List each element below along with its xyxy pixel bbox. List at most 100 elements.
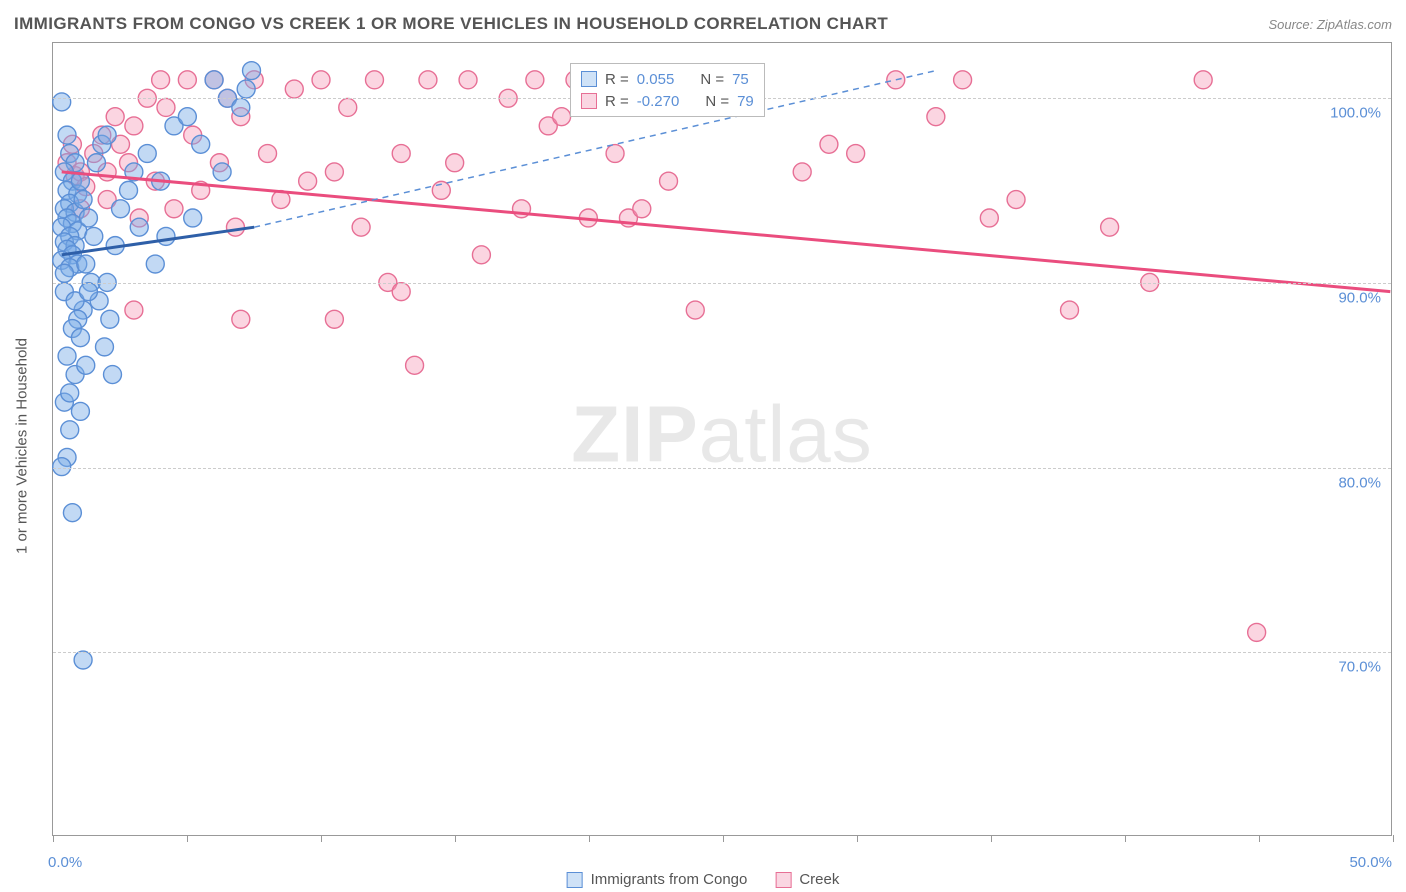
data-point — [446, 154, 464, 172]
data-point — [58, 347, 76, 365]
data-point — [98, 126, 116, 144]
data-point — [339, 98, 357, 116]
x-tick — [53, 835, 54, 842]
data-point — [165, 200, 183, 218]
data-point — [1248, 623, 1266, 641]
x-tick — [455, 835, 456, 842]
data-point — [633, 200, 651, 218]
data-point — [138, 145, 156, 163]
x-axis-max-label: 50.0% — [1349, 854, 1392, 871]
data-point — [459, 71, 477, 89]
y-tick-label: 70.0% — [1338, 659, 1381, 676]
x-tick — [991, 835, 992, 842]
y-tick-label: 80.0% — [1338, 474, 1381, 491]
data-point — [232, 310, 250, 328]
data-point — [157, 98, 175, 116]
data-point — [96, 338, 114, 356]
plot-inner: ZIPatlas 70.0%80.0%90.0%100.0% — [53, 43, 1391, 835]
data-point — [63, 504, 81, 522]
data-point — [1101, 218, 1119, 236]
gridline — [53, 468, 1391, 469]
data-point — [130, 218, 148, 236]
data-point — [352, 218, 370, 236]
data-point — [887, 71, 905, 89]
data-point — [85, 227, 103, 245]
swatch-congo-icon — [567, 872, 583, 888]
data-point — [146, 255, 164, 273]
data-point — [325, 163, 343, 181]
data-point — [1007, 191, 1025, 209]
data-point — [152, 71, 170, 89]
x-tick — [723, 835, 724, 842]
x-tick — [1259, 835, 1260, 842]
data-point — [74, 651, 92, 669]
y-axis-title: 1 or more Vehicles in Household — [14, 338, 31, 554]
data-point — [71, 402, 89, 420]
data-point — [793, 163, 811, 181]
data-point — [213, 163, 231, 181]
data-point — [954, 71, 972, 89]
data-point — [847, 145, 865, 163]
data-point — [61, 384, 79, 402]
data-point — [157, 227, 175, 245]
data-point — [53, 93, 71, 111]
data-point — [1194, 71, 1212, 89]
data-point — [106, 108, 124, 126]
data-point — [53, 458, 71, 476]
data-point — [237, 80, 255, 98]
data-point — [77, 255, 95, 273]
scatter-svg — [53, 43, 1391, 835]
n-value-creek: 79 — [737, 93, 754, 110]
swatch-congo-icon — [581, 71, 597, 87]
data-point — [1061, 301, 1079, 319]
gridline — [53, 283, 1391, 284]
data-point — [392, 145, 410, 163]
data-point — [125, 301, 143, 319]
data-point — [74, 191, 92, 209]
plot-area: ZIPatlas 70.0%80.0%90.0%100.0% R = 0.055… — [52, 42, 1392, 836]
data-point — [980, 209, 998, 227]
data-point — [79, 209, 97, 227]
data-point — [285, 80, 303, 98]
data-point — [392, 283, 410, 301]
data-point — [104, 366, 122, 384]
data-point — [120, 181, 138, 199]
data-point — [178, 71, 196, 89]
data-point — [192, 135, 210, 153]
y-tick-label: 90.0% — [1338, 290, 1381, 307]
legend-item-congo: Immigrants from Congo — [567, 871, 748, 888]
data-point — [472, 246, 490, 264]
legend-label-creek: Creek — [799, 871, 839, 888]
data-point — [205, 71, 223, 89]
data-point — [58, 126, 76, 144]
data-point — [820, 135, 838, 153]
data-point — [55, 264, 73, 282]
data-point — [312, 71, 330, 89]
chart-source: Source: ZipAtlas.com — [1268, 17, 1392, 32]
data-point — [232, 98, 250, 116]
data-point — [325, 310, 343, 328]
series-legend: Immigrants from Congo Creek — [567, 871, 840, 888]
data-point — [243, 62, 261, 80]
data-point — [526, 71, 544, 89]
data-point — [79, 283, 97, 301]
r-value-creek: -0.270 — [637, 93, 680, 110]
data-point — [125, 117, 143, 135]
x-tick — [1125, 835, 1126, 842]
data-point — [87, 154, 105, 172]
swatch-creek-icon — [775, 872, 791, 888]
data-point — [927, 108, 945, 126]
data-point — [101, 310, 119, 328]
x-axis-min-label: 0.0% — [48, 854, 82, 871]
data-point — [259, 145, 277, 163]
x-tick — [589, 835, 590, 842]
legend-item-creek: Creek — [775, 871, 839, 888]
x-tick — [187, 835, 188, 842]
gridline — [53, 652, 1391, 653]
trend-line — [62, 172, 1391, 292]
x-tick — [321, 835, 322, 842]
data-point — [71, 329, 89, 347]
data-point — [112, 200, 130, 218]
data-point — [419, 71, 437, 89]
data-point — [299, 172, 317, 190]
